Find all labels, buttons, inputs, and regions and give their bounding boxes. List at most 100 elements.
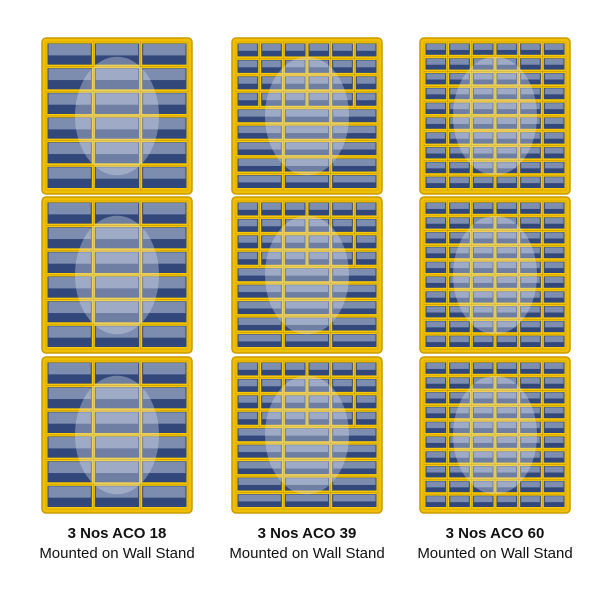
drawer-window — [262, 395, 281, 403]
drawer-window — [333, 445, 376, 453]
drawer-window — [262, 76, 281, 84]
reflection — [75, 215, 159, 335]
drawer-window — [497, 88, 517, 95]
caption-title: 3 Nos ACO 39 — [257, 525, 357, 542]
drawer-window — [333, 379, 352, 387]
drawer-window — [521, 58, 540, 65]
drawer-window — [450, 407, 469, 414]
drawer-window — [544, 147, 564, 154]
drawer-window — [544, 291, 564, 298]
drawer-window — [473, 44, 493, 50]
drawer-window — [450, 73, 469, 80]
drawer-window — [450, 118, 469, 124]
drawer-window — [473, 162, 493, 169]
drawer-window — [473, 481, 493, 488]
drawer-window — [262, 379, 281, 387]
drawer-window — [521, 407, 540, 414]
drawer-window — [238, 318, 281, 325]
drawer-window — [544, 132, 564, 139]
drawer-window — [309, 252, 329, 260]
drawer-window — [333, 44, 352, 51]
drawer-window — [238, 494, 281, 502]
drawer-window — [521, 73, 540, 80]
reflection — [265, 375, 349, 495]
drawer-window — [497, 451, 517, 458]
drawer-window — [521, 177, 540, 184]
drawer-window — [426, 336, 446, 343]
drawer-window — [285, 428, 329, 436]
drawer-window — [95, 142, 139, 155]
reflection — [75, 375, 159, 495]
drawer-window — [521, 481, 540, 488]
drawer-window — [238, 126, 281, 134]
drawer-window — [143, 93, 186, 105]
drawer-window — [426, 377, 446, 384]
drawer-window — [450, 377, 469, 384]
drawer-window — [143, 326, 186, 338]
drawer-window — [262, 44, 281, 51]
drawer-window — [450, 392, 469, 399]
drawer-window — [426, 162, 446, 169]
drawer-window — [544, 232, 564, 239]
drawer-window — [285, 44, 305, 51]
drawer-window — [309, 76, 329, 84]
drawer-window — [497, 58, 517, 65]
drawer-window — [285, 109, 329, 117]
drawer-window — [426, 451, 446, 458]
drawer-window — [333, 159, 376, 166]
drawer-window — [238, 60, 258, 68]
drawer-window — [356, 76, 376, 84]
caption: 3 Nos ACO 18 Mounted on Wall Stand — [22, 524, 212, 564]
drawer-window — [544, 466, 564, 473]
drawer-window — [48, 227, 91, 240]
drawer-window — [450, 203, 469, 209]
drawer-window — [473, 118, 493, 124]
drawer-window — [143, 68, 186, 81]
drawer-window — [285, 235, 305, 243]
drawer-window — [473, 103, 493, 110]
drawer-window — [285, 93, 305, 101]
drawer-window — [238, 334, 281, 342]
drawer-window — [48, 203, 91, 215]
drawer-window — [285, 268, 329, 276]
drawer-window — [285, 76, 305, 84]
drawer-window — [544, 118, 564, 124]
drawer-window — [309, 412, 329, 420]
drawer-window — [450, 336, 469, 343]
drawer-window — [285, 363, 305, 370]
drawer-window — [333, 252, 352, 260]
drawer-window — [95, 44, 139, 56]
drawer-window — [521, 306, 540, 313]
drawer-window — [95, 93, 139, 105]
drawer-window — [309, 395, 329, 403]
drawer-window — [285, 159, 329, 166]
drawer-window — [497, 247, 517, 254]
drawer-window — [450, 481, 469, 488]
drawer-window — [426, 306, 446, 313]
drawer-window — [356, 395, 376, 403]
drawer-window — [238, 159, 281, 166]
drawer-window — [143, 277, 186, 289]
drawer-window — [521, 203, 540, 209]
drawer-window — [426, 481, 446, 488]
caption-subtitle: Mounted on Wall Stand — [417, 545, 573, 562]
drawer-window — [48, 461, 91, 474]
drawer-window — [473, 217, 493, 224]
drawer-window — [333, 428, 376, 436]
drawer-window — [238, 285, 281, 293]
drawer-window — [238, 235, 258, 243]
drawer-window — [238, 252, 258, 260]
drawer-window — [238, 363, 258, 370]
drawer-window — [473, 177, 493, 184]
drawer-window — [426, 437, 446, 443]
drawer-window — [473, 262, 493, 269]
drawer-window — [521, 496, 540, 503]
drawer-window — [497, 481, 517, 488]
drawer-window — [544, 363, 564, 369]
drawer-window — [426, 103, 446, 110]
drawer-window — [95, 227, 139, 240]
drawer-window — [95, 412, 139, 424]
drawer-window — [238, 203, 258, 210]
drawer-window — [309, 203, 329, 210]
